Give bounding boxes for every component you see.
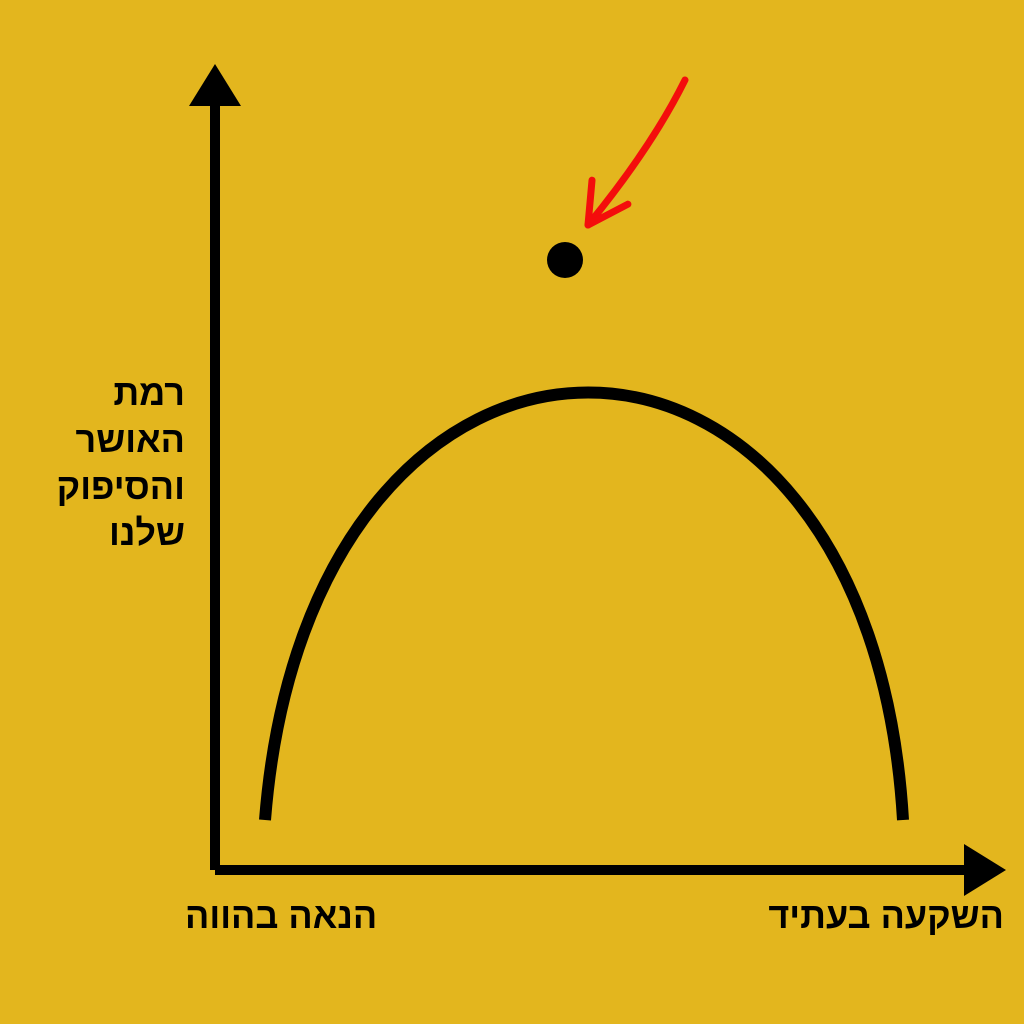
x-axis-label-left: הנאה בהווה [185, 895, 377, 937]
peak-marker [547, 242, 583, 278]
chart-canvas: רמת האושר והסיפוק שלנו הנאה בהווה השקעה … [0, 0, 1024, 1024]
y-axis-label: רמת האושר והסיפוק שלנו [25, 370, 185, 557]
x-axis-label-right: השקעה בעתיד [768, 895, 1004, 937]
